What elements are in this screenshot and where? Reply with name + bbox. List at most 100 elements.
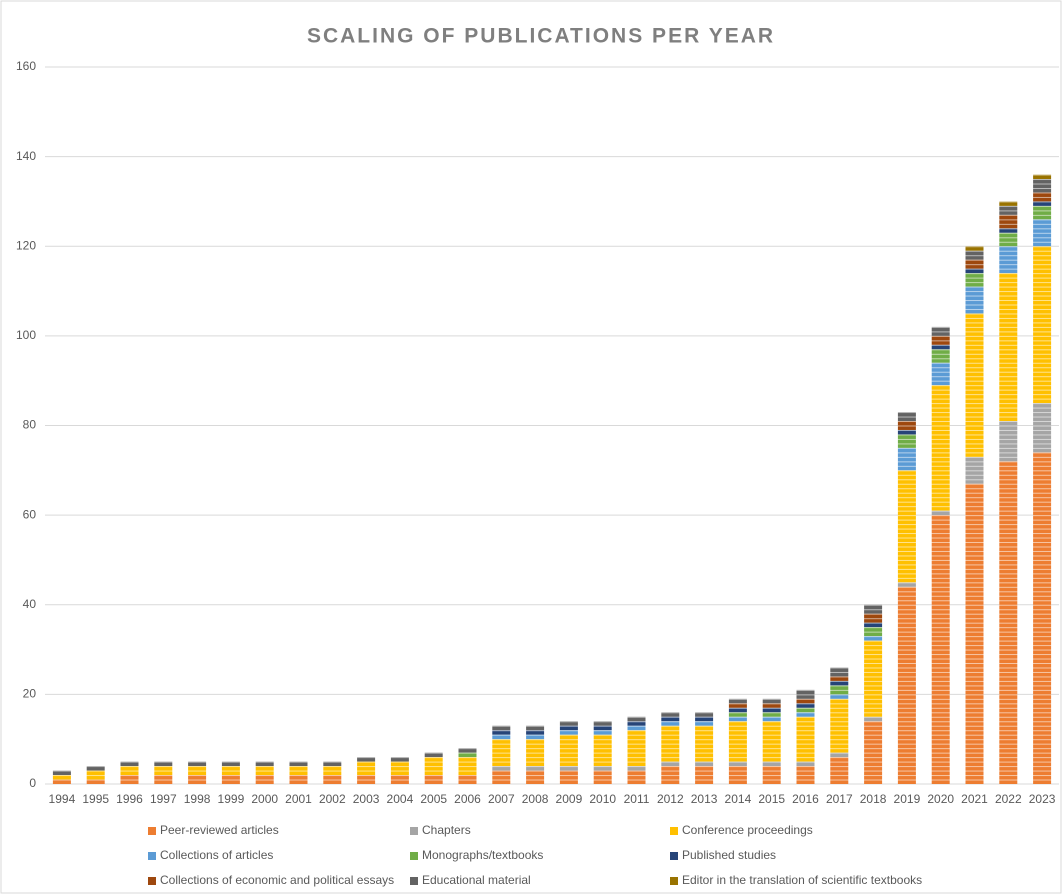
x-tick-label: 1996 [116,792,143,806]
bar-segment [796,707,815,713]
bar-segment [999,205,1018,215]
x-tick-label: 2007 [488,792,515,806]
bar-segment [1033,219,1052,247]
bar-segment [999,201,1018,206]
bar-segment [762,761,781,767]
bar-segment [796,703,815,708]
legend-swatch [148,852,156,860]
bar-segment [323,761,342,767]
legend-label: Conference proceedings [682,823,813,837]
bar-segment [965,273,984,287]
y-tick-label: 40 [23,597,37,611]
bar-segment [559,725,578,731]
x-tick-label: 2021 [961,792,988,806]
bar-segment [255,761,274,767]
bar-segment [728,698,747,704]
bar-segment [526,730,545,735]
bar-segment [1033,246,1052,404]
bar-segment [52,779,71,784]
bar-segment [289,775,308,784]
bar-segment [154,766,173,776]
legend-swatch [148,877,156,885]
bar-segment [255,775,274,784]
bar-segment [1033,452,1052,784]
bar-segment [830,757,849,784]
bar-segment [796,761,815,767]
bar-segment [965,246,984,251]
bar-segment [1033,205,1052,220]
bar-segment [864,640,883,717]
bar-segment [593,721,612,726]
bar-segment [695,766,714,784]
bar-segment [188,761,207,767]
bar-segment [762,703,781,708]
bar-segment [999,228,1018,233]
legend-swatch [410,877,418,885]
bar-segment [864,613,883,623]
y-tick-label: 160 [16,59,36,73]
bar-segment [1033,192,1052,202]
bar-segment [627,770,646,784]
bar-segment [762,716,781,722]
bar-segment [52,770,71,776]
bar-segment [897,434,916,448]
bar-segment [661,766,680,784]
bar-segment [559,734,578,767]
y-tick-label: 20 [23,687,37,701]
legend-swatch [670,852,678,860]
bar-segment [864,604,883,614]
bar-segment [221,766,240,776]
bar-segment [796,689,815,699]
x-tick-label: 2020 [927,792,954,806]
bar-segment [931,326,950,336]
bar-segment [526,734,545,740]
bar-segment [965,313,984,457]
bar-segment [864,622,883,628]
bar-segment [965,456,984,484]
legend-label: Peer-reviewed articles [160,823,279,837]
bar-segment [188,766,207,776]
bar-segment [965,286,984,314]
bar-segment [897,429,916,435]
bar-segment [728,712,747,717]
x-tick-label: 2002 [319,792,346,806]
bar-segment [390,757,409,762]
bar-segment [627,725,646,731]
bar-segment [1033,201,1052,206]
bar-segment [897,582,916,587]
bar-segment [627,721,646,726]
x-tick-label: 2017 [826,792,853,806]
bar-segment [695,725,714,762]
bar-segment [796,712,815,717]
bar-segment [931,510,950,516]
x-tick-label: 2009 [556,792,583,806]
bar-segment [695,712,714,717]
bar-segment [627,730,646,767]
x-tick-label: 2008 [522,792,549,806]
legend-label: Editor in the translation of scientific … [682,873,922,887]
bar-segment [424,775,443,784]
x-tick-label: 2022 [995,792,1022,806]
bar-segment [931,344,950,350]
x-tick-label: 1994 [49,792,76,806]
bar-segment [357,761,376,776]
bar-segment [830,752,849,758]
bar-segment [661,712,680,717]
bar-segment [86,779,105,784]
bar-segment [695,716,714,722]
bar-segment [965,250,984,260]
bar-segment [526,725,545,731]
x-tick-label: 2018 [860,792,887,806]
bar-segment [255,766,274,776]
y-tick-label: 100 [16,328,36,342]
bar-segment [999,246,1018,274]
bar-segment [593,730,612,735]
bar-segment [864,721,883,784]
bar-segment [762,698,781,704]
bar-segment [965,259,984,269]
bar-segment [728,721,747,762]
x-tick-label: 1998 [184,792,211,806]
legend-swatch [410,827,418,835]
bar-segment [188,775,207,784]
